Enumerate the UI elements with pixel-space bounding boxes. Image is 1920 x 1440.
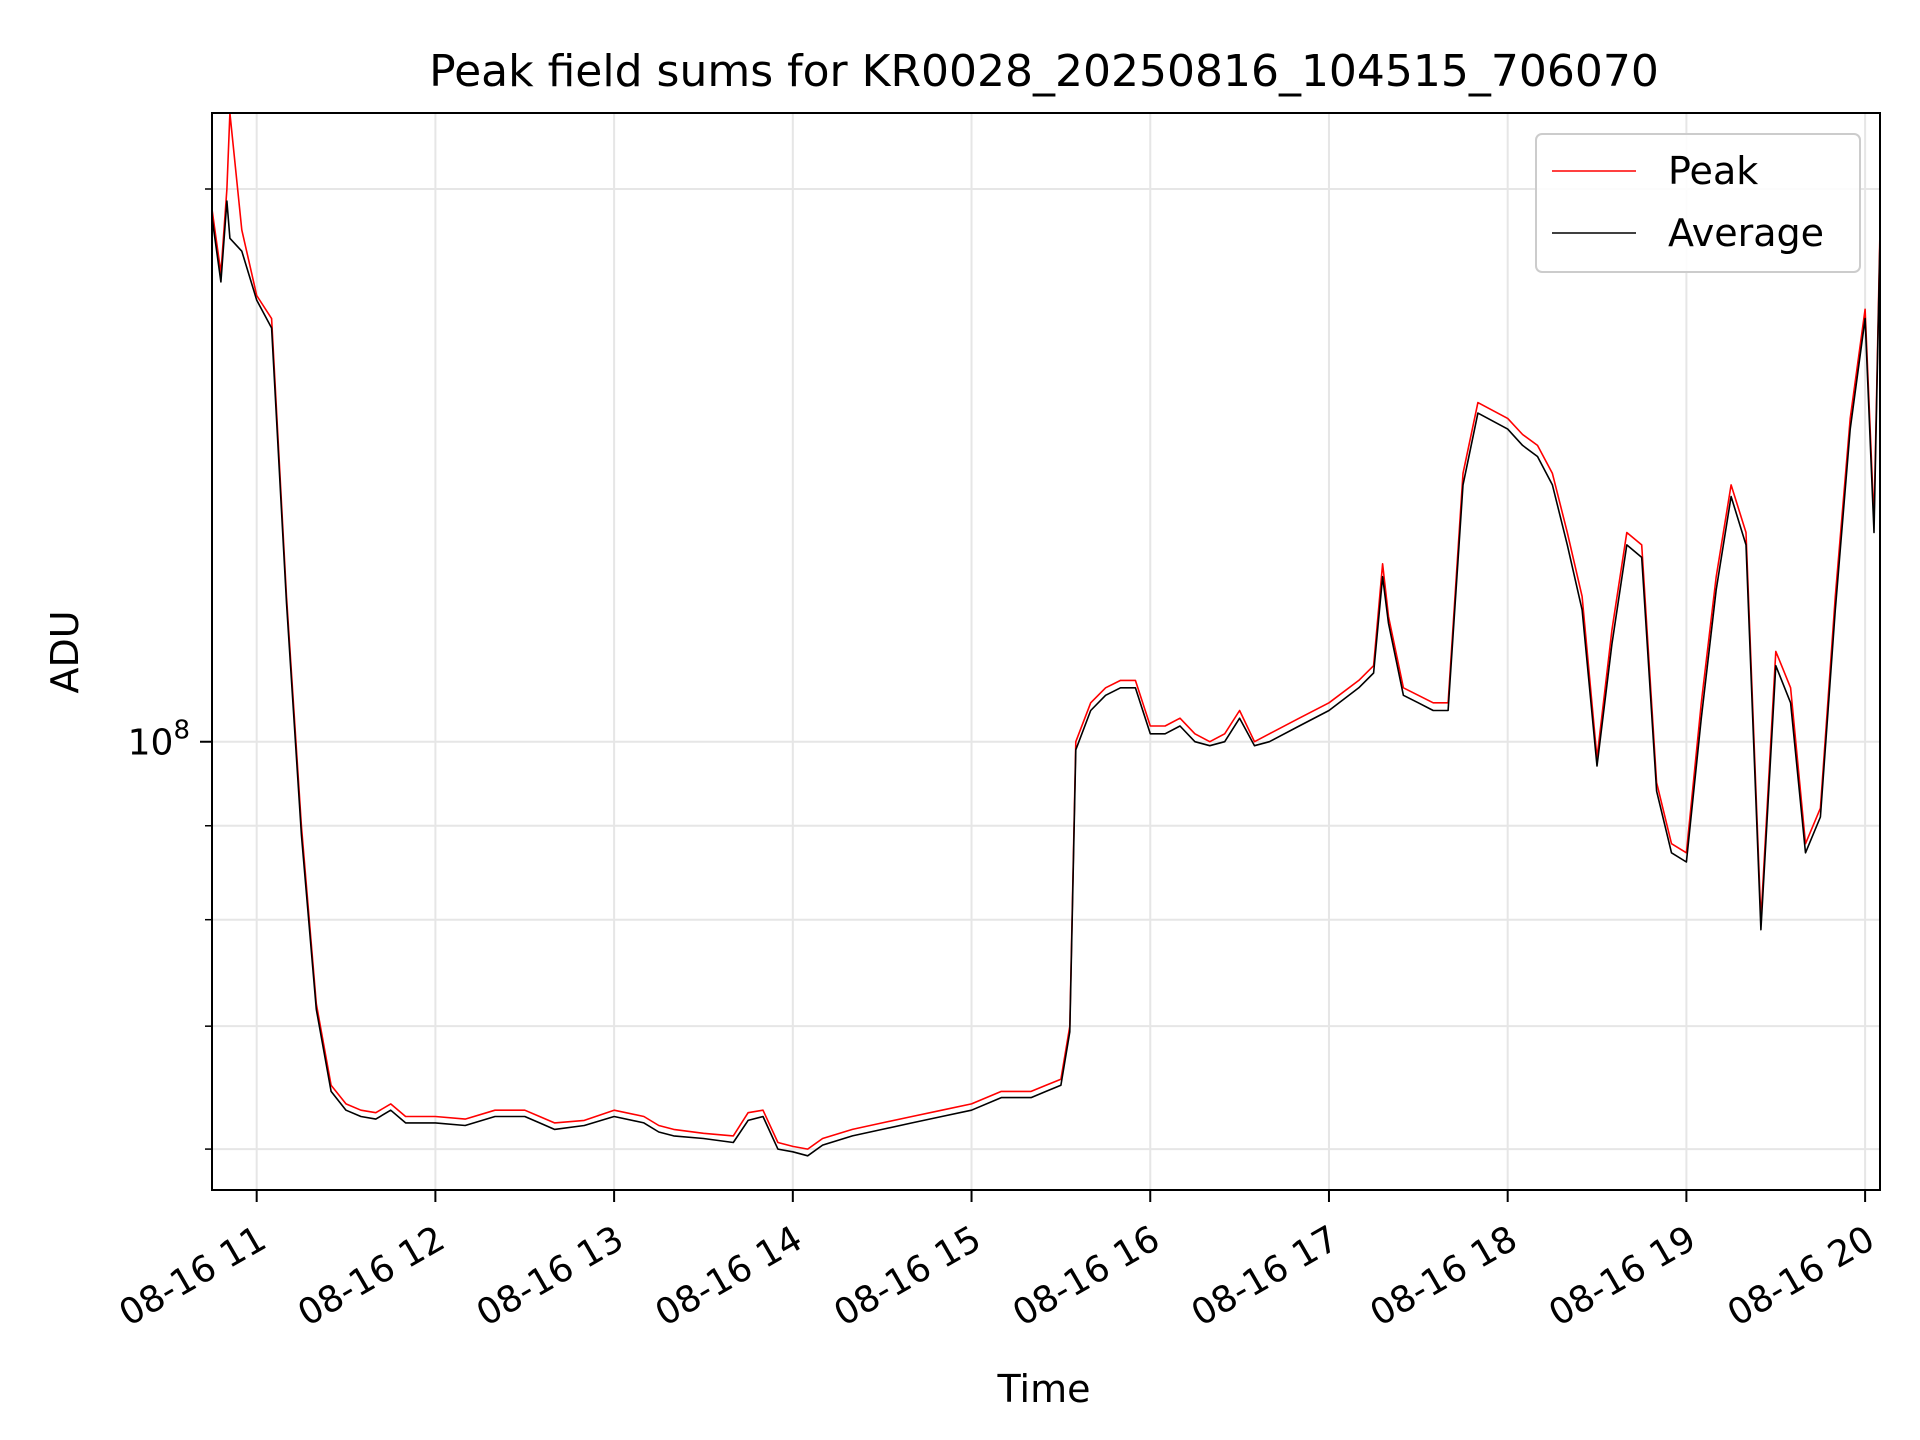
x-axis-label: Time (997, 1367, 1091, 1411)
legend: Peak Average (1535, 133, 1861, 273)
grid-lines (212, 113, 1880, 1190)
chart-title: Peak field sums for KR0028_20250816_1045… (429, 46, 1659, 97)
y-axis-ticks: 108 (128, 188, 212, 1150)
y-tick-label: 108 (128, 716, 190, 764)
series-line-average (212, 200, 1880, 1157)
legend-label-average: Average (1668, 211, 1824, 255)
legend-label-peak: Peak (1668, 149, 1758, 193)
series-lines (212, 113, 1880, 1157)
legend-box (1535, 133, 1861, 273)
y-axis-label: ADU (43, 610, 87, 693)
plot-area-frame (211, 112, 1881, 1191)
